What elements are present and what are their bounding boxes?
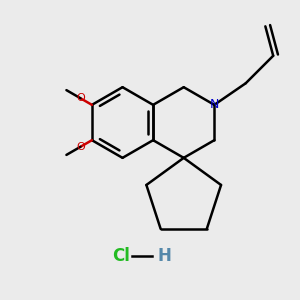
Text: H: H bbox=[158, 247, 172, 265]
Text: N: N bbox=[210, 98, 219, 111]
Text: O: O bbox=[76, 93, 85, 103]
Text: O: O bbox=[76, 142, 85, 152]
Text: Cl: Cl bbox=[112, 247, 130, 265]
